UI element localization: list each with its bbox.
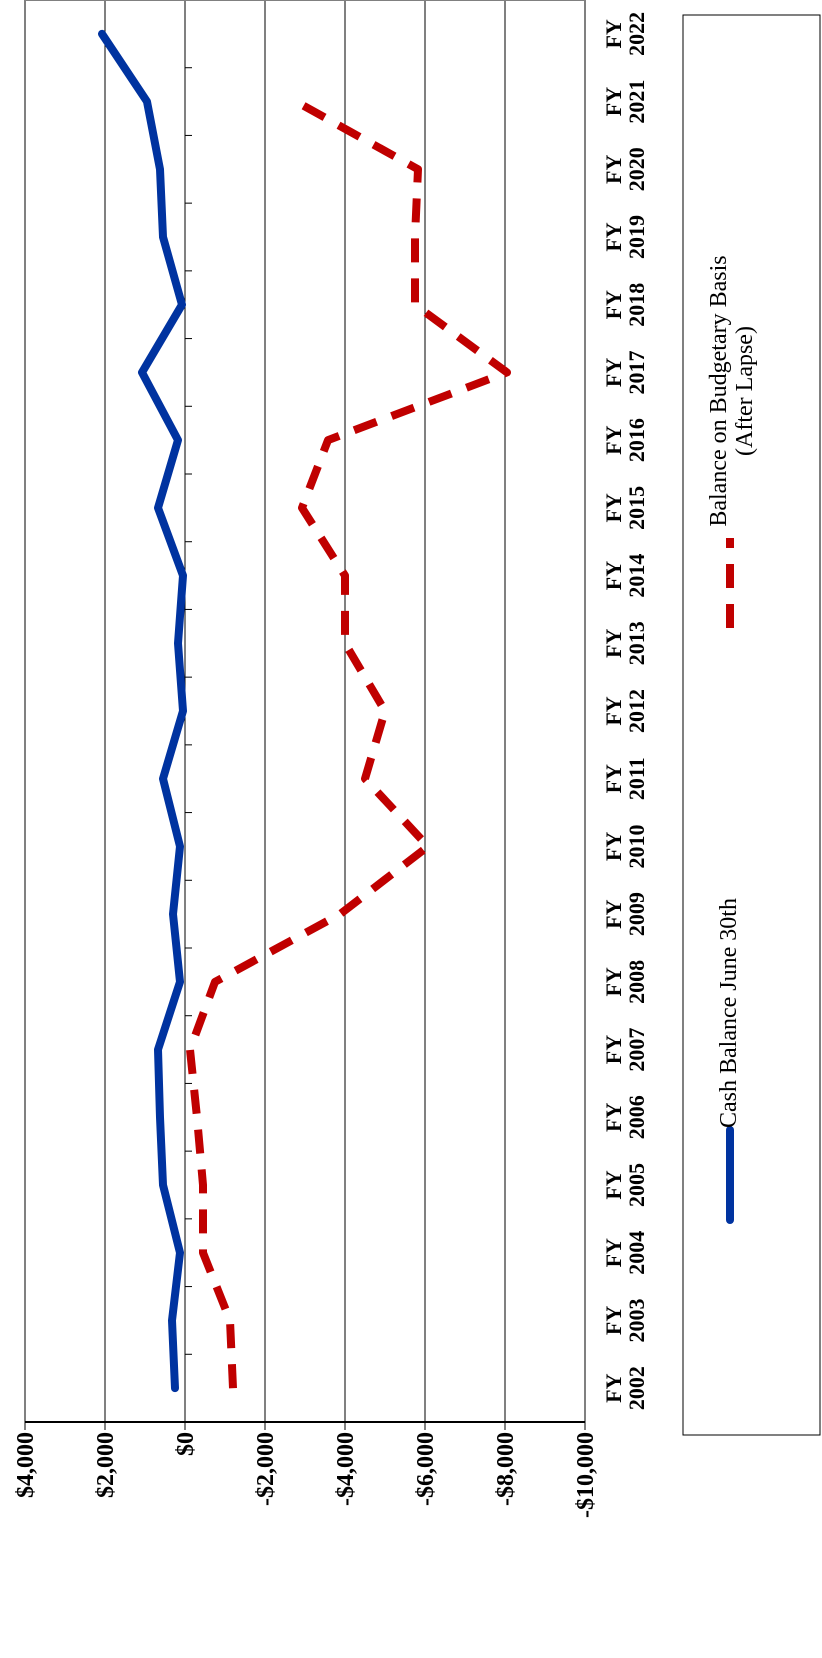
x-tick-label: FY 2017 <box>601 350 650 395</box>
x-tick-label: FY 2002 <box>601 1366 650 1411</box>
x-tick-label: FY 2021 <box>601 79 650 124</box>
y-tick-label: $4,000 <box>13 1432 39 1498</box>
x-tick-label: FY 2007 <box>601 1027 650 1072</box>
x-tick-label: FY 2020 <box>601 147 650 192</box>
legend-box <box>682 14 821 1436</box>
y-tick-label: -$6,000 <box>413 1432 439 1506</box>
series-line <box>98 29 187 1393</box>
x-tick-label: FY 2022 <box>601 11 650 56</box>
x-tick-label: FY 2005 <box>601 1163 650 1207</box>
x-tick-label: FY 2003 <box>601 1298 650 1343</box>
y-tick-label: $2,000 <box>93 1432 119 1498</box>
x-tick-label: FY 2018 <box>601 282 650 327</box>
legend-label: Cash Balance June 30th <box>716 898 742 1128</box>
y-tick-label: $0 <box>173 1432 199 1456</box>
legend-label: Balance on Budgetary Basis (After Lapse) <box>706 255 759 527</box>
x-tick-label: FY 2019 <box>601 215 650 259</box>
x-tick-label: FY 2009 <box>601 892 650 937</box>
plot-border <box>24 0 586 1423</box>
x-tick-label: FY 2015 <box>601 485 650 530</box>
x-tick-label: FY 2004 <box>601 1230 650 1275</box>
x-tick-label: FY 2012 <box>601 689 650 733</box>
x-tick-label: FY 2006 <box>601 1095 650 1140</box>
y-tick-label: -$8,000 <box>493 1432 519 1506</box>
y-tick-label: -$10,000 <box>573 1432 599 1518</box>
x-tick-label: FY 2011 <box>601 757 650 801</box>
series-line <box>186 98 511 1389</box>
x-tick-label: FY 2008 <box>601 959 650 1004</box>
x-tick-label: FY 2016 <box>601 418 650 463</box>
y-tick-label: -$2,000 <box>253 1432 279 1506</box>
y-tick-label: -$4,000 <box>333 1432 359 1506</box>
x-tick-label: FY 2014 <box>601 553 650 598</box>
x-tick-label: FY 2010 <box>601 824 650 869</box>
x-tick-label: FY 2013 <box>601 621 650 666</box>
